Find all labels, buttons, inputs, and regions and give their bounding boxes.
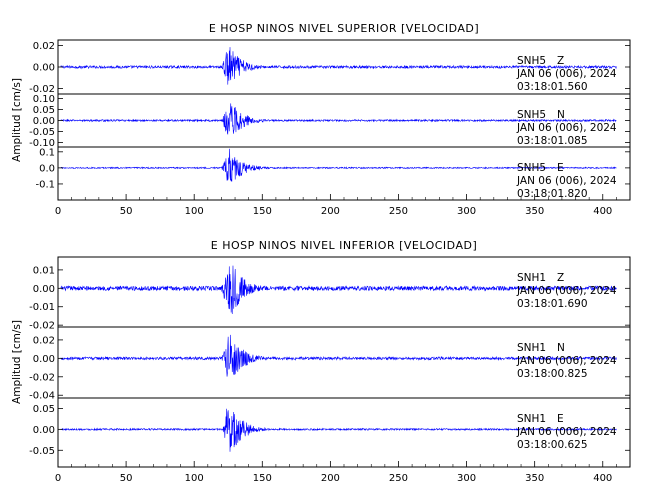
y-tick-label: 0.05 xyxy=(33,404,55,415)
y-tick-label: -0.01 xyxy=(29,302,55,313)
station-label: SNH1 xyxy=(517,272,546,284)
station-label: SNH5 xyxy=(517,162,546,174)
chart-title: E HOSP NINOS NIVEL SUPERIOR [VELOCIDAD] xyxy=(209,22,479,35)
y-tick-label: 0.02 xyxy=(33,41,55,52)
component-label: E xyxy=(557,162,564,174)
x-tick-label: 350 xyxy=(525,473,544,484)
y-tick-label: -0.05 xyxy=(29,446,55,457)
x-tick-label: 300 xyxy=(457,206,476,217)
component-label: Z xyxy=(557,272,564,284)
component-label: E xyxy=(557,413,564,425)
y-tick-label: -0.05 xyxy=(29,127,55,138)
y-tick-label: 0.10 xyxy=(33,94,55,105)
x-tick-label: 250 xyxy=(389,473,408,484)
x-tick-label: 0 xyxy=(55,206,61,217)
component-label: Z xyxy=(557,55,564,67)
component-label: N xyxy=(557,342,565,354)
time-label: 03:18:01.690 xyxy=(517,298,588,310)
y-tick-label: -0.02 xyxy=(29,84,55,95)
station-label: SNH5 xyxy=(517,109,546,121)
x-tick-label: 400 xyxy=(593,206,612,217)
date-label: JAN 06 (006), 2024 xyxy=(516,122,617,134)
y-tick-label: 0.00 xyxy=(33,284,55,295)
waveform-line xyxy=(60,334,617,377)
date-label: JAN 06 (006), 2024 xyxy=(516,426,617,438)
y-axis-label: Amplitud [cm/s] xyxy=(11,78,23,162)
y-tick-label: 0.00 xyxy=(33,354,55,365)
time-label: 03:18:01.085 xyxy=(517,135,588,147)
date-label: JAN 06 (006), 2024 xyxy=(516,355,617,367)
x-tick-label: 200 xyxy=(321,206,340,217)
y-tick-label: 0.02 xyxy=(33,335,55,346)
y-tick-label: 0.00 xyxy=(33,425,55,436)
station-label: SNH1 xyxy=(517,413,546,425)
station-label: SNH1 xyxy=(517,342,546,354)
chart-group-0: E HOSP NINOS NIVEL SUPERIOR [VELOCIDAD] A… xyxy=(11,22,631,217)
y-tick-label: 0.0 xyxy=(39,163,55,174)
x-tick-label: 250 xyxy=(389,206,408,217)
x-tick-label: 100 xyxy=(185,473,204,484)
time-label: 03:18:00.825 xyxy=(517,368,588,380)
chart-title: E HOSP NINOS NIVEL INFERIOR [VELOCIDAD] xyxy=(211,239,477,252)
y-tick-label: -0.04 xyxy=(29,391,55,402)
waveform-line xyxy=(60,265,617,315)
x-tick-label: 100 xyxy=(185,206,204,217)
waveform-line xyxy=(60,408,617,452)
x-tick-label: 0 xyxy=(55,473,61,484)
date-label: JAN 06 (006), 2024 xyxy=(516,175,617,187)
x-tick-label: 400 xyxy=(593,473,612,484)
x-tick-label: 350 xyxy=(525,206,544,217)
x-tick-label: 300 xyxy=(457,473,476,484)
x-tick-label: 150 xyxy=(253,206,272,217)
x-tick-label: 50 xyxy=(120,473,133,484)
y-tick-label: -0.02 xyxy=(29,321,55,332)
waveform-line xyxy=(60,103,617,135)
time-label: 03:18:01.820 xyxy=(517,188,588,200)
y-tick-label: 0.00 xyxy=(33,63,55,74)
time-label: 03:18:00.625 xyxy=(517,439,588,451)
y-tick-label: -0.10 xyxy=(29,138,55,149)
y-tick-label: 0.05 xyxy=(33,105,55,116)
chart-group-1: E HOSP NINOS NIVEL INFERIOR [VELOCIDAD] A… xyxy=(11,239,631,484)
date-label: JAN 06 (006), 2024 xyxy=(516,285,617,297)
y-tick-label: -0.02 xyxy=(29,372,55,383)
y-tick-label: 0.1 xyxy=(39,147,55,158)
time-label: 03:18:01.560 xyxy=(517,81,588,93)
waveform-line xyxy=(60,148,617,182)
y-tick-label: 0.01 xyxy=(33,265,55,276)
waveform-line xyxy=(60,47,617,85)
y-axis-label: Amplitud [cm/s] xyxy=(11,320,23,404)
date-label: JAN 06 (006), 2024 xyxy=(516,68,617,80)
x-tick-label: 50 xyxy=(120,206,133,217)
x-tick-label: 150 xyxy=(253,473,272,484)
x-tick-label: 200 xyxy=(321,473,340,484)
y-tick-label: 0.00 xyxy=(33,116,55,127)
component-label: N xyxy=(557,109,565,121)
station-label: SNH5 xyxy=(517,55,546,67)
y-tick-label: -0.1 xyxy=(35,179,55,190)
